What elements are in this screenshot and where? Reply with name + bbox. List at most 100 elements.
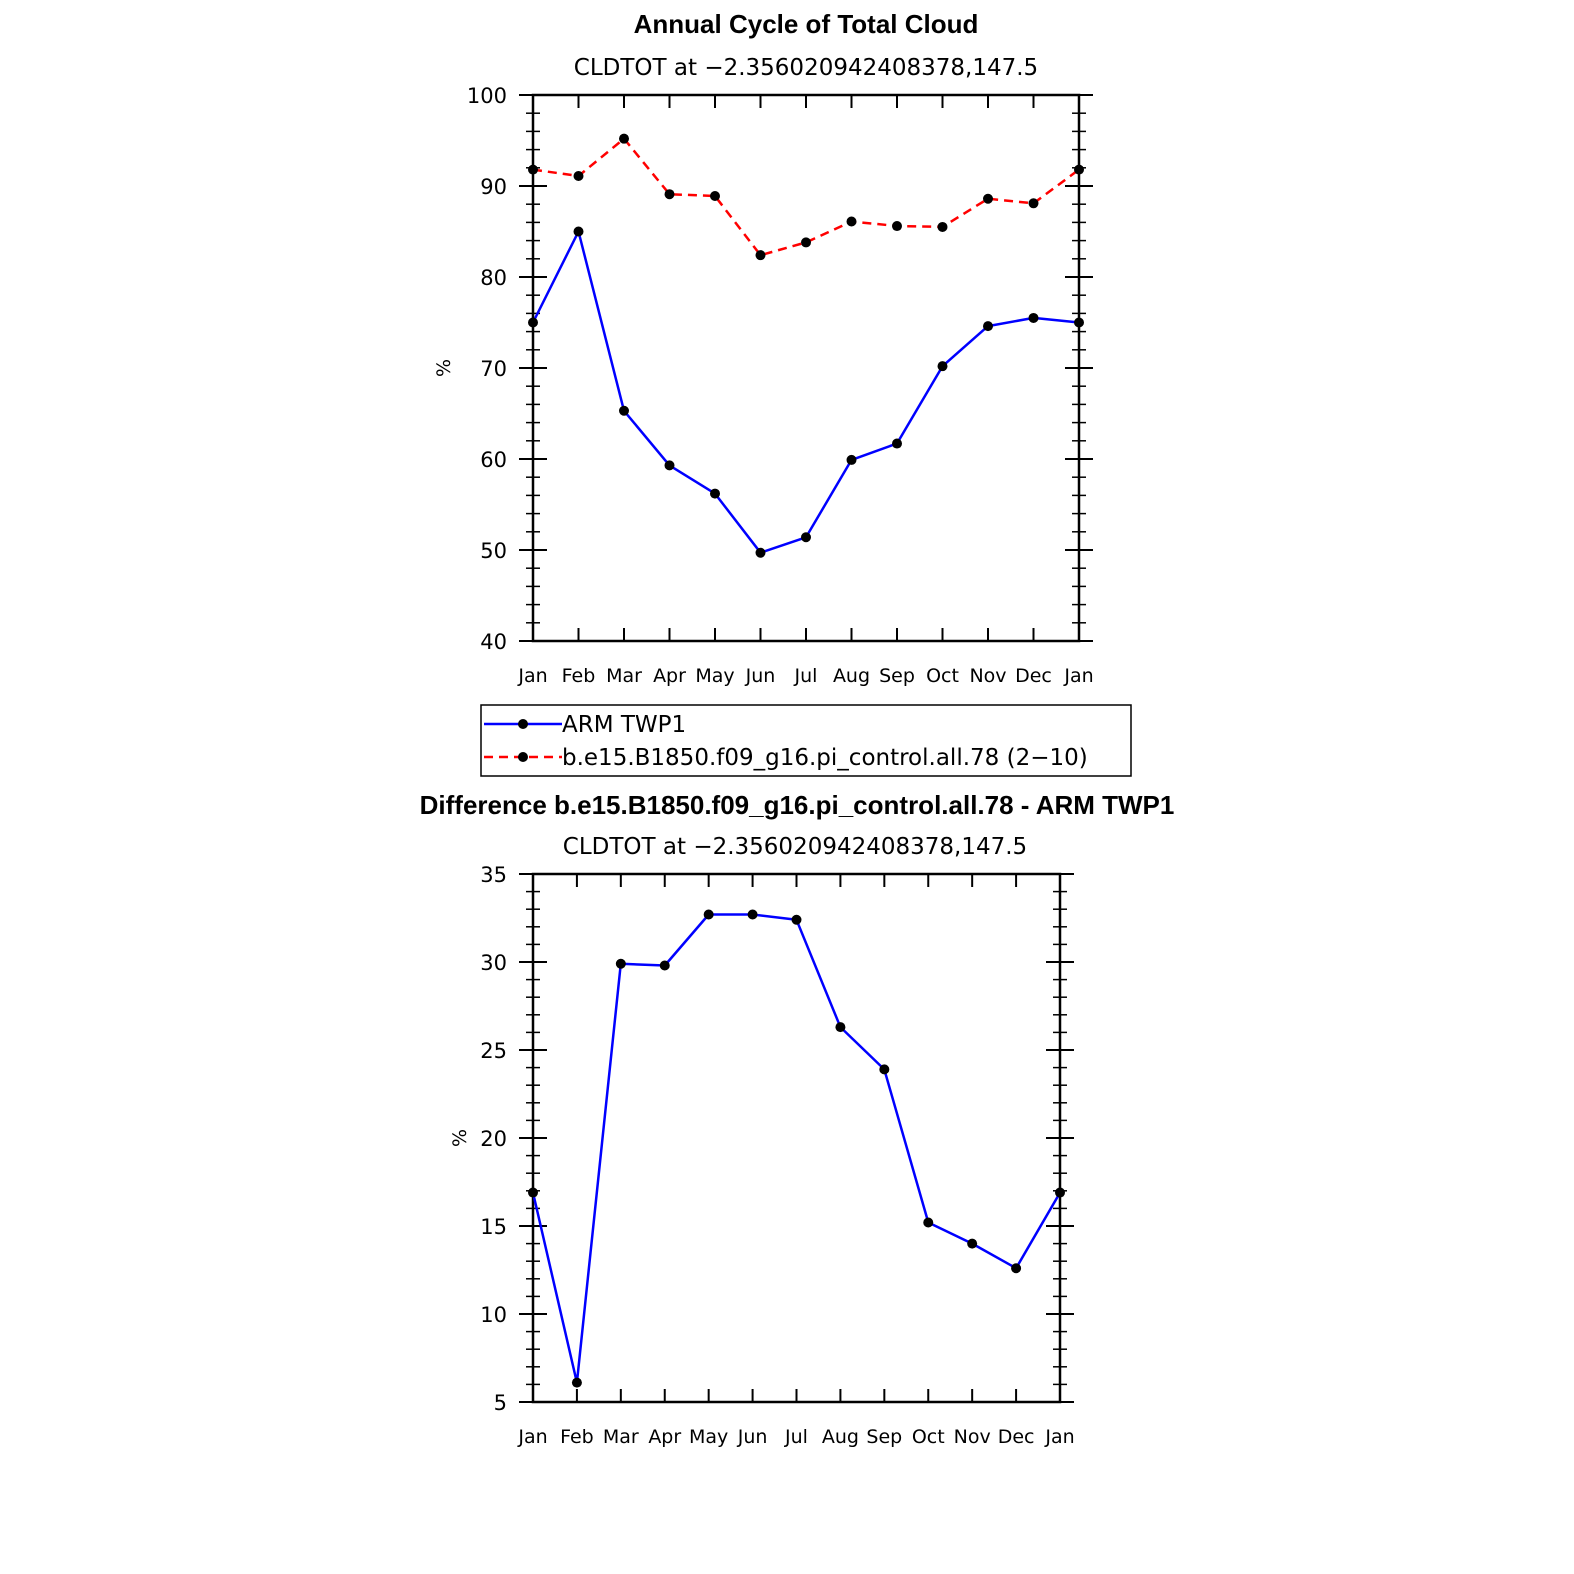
legend-box xyxy=(480,704,1132,777)
data-point xyxy=(703,909,714,920)
y-tick-label: 15 xyxy=(480,1215,507,1239)
series-line xyxy=(531,230,1080,554)
chart-title: Difference b.e15.B1850.f09_g16.pi_contro… xyxy=(420,790,1175,820)
x-tick-label: Jul xyxy=(794,665,818,687)
series-marks xyxy=(528,133,1084,558)
x-tick-label: Feb xyxy=(562,665,596,687)
chart-subtitle: CLDTOT at −2.356020942408378,147.5 xyxy=(574,55,1038,81)
y-tick-label: 20 xyxy=(480,1127,507,1151)
data-point xyxy=(710,488,720,499)
chart-subtitle: CLDTOT at −2.356020942408378,147.5 xyxy=(563,834,1027,860)
y-tick-label: 5 xyxy=(494,1391,507,1415)
data-point xyxy=(573,226,584,237)
x-tick-label: Apr xyxy=(648,1426,681,1448)
x-tick-label: Nov xyxy=(969,665,1006,687)
y-tick-label: 40 xyxy=(480,630,507,654)
data-point xyxy=(879,1064,890,1075)
data-point xyxy=(528,164,538,175)
x-tick-label: Feb xyxy=(560,1426,594,1448)
x-tick-label: Jun xyxy=(737,1426,768,1448)
x-tick-label: Mar xyxy=(606,665,642,687)
plot-border xyxy=(531,872,1062,1404)
data-point xyxy=(892,221,902,232)
data-point xyxy=(846,216,857,227)
data-point xyxy=(892,438,902,449)
data-point xyxy=(983,193,993,204)
legend-marker-arm-twp1 xyxy=(518,719,528,729)
x-tick-label: Aug xyxy=(822,1426,859,1448)
plot-frame: Jan Feb Mar Apr May Jun Jul Aug Sep Oct Nov Dec Jan 5… xyxy=(480,863,1074,1448)
series-marks xyxy=(528,909,1065,1388)
chart-title: Annual Cycle of Total Cloud xyxy=(634,9,979,39)
data-point xyxy=(1028,312,1039,323)
y-axis-label: % xyxy=(449,1129,471,1147)
legend-label-arm-twp1: ARM TWP1 xyxy=(562,712,686,738)
data-point xyxy=(937,221,948,232)
data-point xyxy=(573,170,584,181)
y-tick-label: 70 xyxy=(480,357,507,381)
y-tick-label: 30 xyxy=(480,951,507,975)
data-point xyxy=(967,1238,978,1249)
x-tick-label: Jan xyxy=(1044,1426,1074,1448)
data-point xyxy=(755,250,766,261)
x-tick-label: Sep xyxy=(879,665,915,687)
data-point xyxy=(747,909,758,920)
data-point xyxy=(1074,164,1084,175)
y-tick-label: 50 xyxy=(480,539,507,563)
x-tick-label: Oct xyxy=(926,665,959,687)
series-line xyxy=(531,913,1062,1384)
plot-border xyxy=(531,93,1081,643)
data-point xyxy=(528,1187,538,1198)
data-point xyxy=(571,1377,582,1388)
plot-frame: Jan Feb Mar Apr May Jun Jul Aug Sep Oct Nov Dec Jan 4… xyxy=(467,84,1094,687)
data-point xyxy=(846,454,857,465)
difference-chart: Difference b.e15.B1850.f09_g16.pi_contro… xyxy=(420,790,1175,1448)
data-point xyxy=(615,958,626,969)
data-point xyxy=(801,237,811,248)
y-tick-label: 10 xyxy=(480,1303,507,1327)
y-tick-label: 90 xyxy=(480,175,507,199)
x-tick-label: Sep xyxy=(866,1426,902,1448)
x-tick-label: Dec xyxy=(998,1426,1035,1448)
x-tick-label: Dec xyxy=(1015,665,1052,687)
data-point xyxy=(835,1022,846,1033)
x-tick-label: Jan xyxy=(517,1426,547,1448)
x-tick-label: Jun xyxy=(745,665,776,687)
annual-cycle-chart: Annual Cycle of Total Cloud CLDTOT at −2… xyxy=(433,9,1132,777)
x-tick-label: Aug xyxy=(833,665,870,687)
data-point xyxy=(1011,1263,1022,1274)
y-tick-label: 35 xyxy=(480,863,507,887)
x-tick-label: Jul xyxy=(784,1426,808,1448)
data-point xyxy=(1028,198,1039,209)
data-point xyxy=(619,133,629,144)
data-point xyxy=(619,405,629,416)
y-axis-label: % xyxy=(433,359,455,377)
y-tick-label: 25 xyxy=(480,1039,507,1063)
data-point xyxy=(664,189,675,200)
data-point xyxy=(801,532,811,543)
data-point xyxy=(1055,1187,1065,1198)
data-point xyxy=(710,191,720,202)
y-tick-label: 100 xyxy=(467,84,507,108)
x-tick-label: Jan xyxy=(1063,665,1093,687)
legend-label-model: b.e15.B1850.f09_g16.pi_control.all.78 (2… xyxy=(562,745,1088,771)
x-tick-label: Apr xyxy=(653,665,686,687)
x-tick-label: May xyxy=(695,665,734,687)
x-tick-label: May xyxy=(689,1426,728,1448)
y-tick-label: 80 xyxy=(480,266,507,290)
data-point xyxy=(755,547,766,558)
data-point xyxy=(937,361,948,372)
x-tick-label: Mar xyxy=(603,1426,639,1448)
data-point xyxy=(923,1217,934,1228)
x-tick-label: Oct xyxy=(912,1426,945,1448)
data-point xyxy=(1074,317,1084,328)
x-tick-label: Nov xyxy=(954,1426,991,1448)
x-tick-label: Jan xyxy=(517,665,547,687)
data-point xyxy=(664,460,675,471)
data-point xyxy=(659,960,670,971)
legend: ARM TWP1 b.e15.B1850.f09_g16.pi_control.… xyxy=(480,704,1132,777)
y-tick-label: 60 xyxy=(480,448,507,472)
data-point xyxy=(983,321,993,332)
data-point xyxy=(791,914,802,925)
